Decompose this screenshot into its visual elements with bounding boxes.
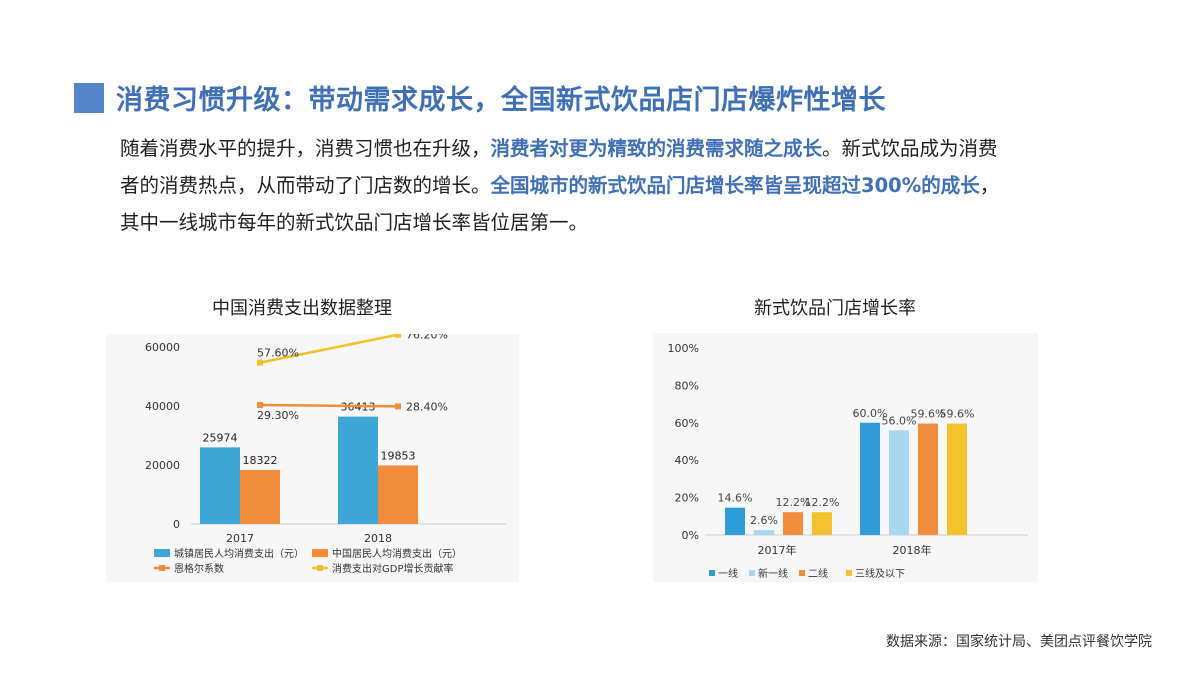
legend-label: 新一线 (758, 567, 788, 580)
bar-1-0 (754, 530, 774, 535)
bar-0-0 (200, 447, 240, 524)
bar-3-1 (947, 423, 967, 535)
bar-1-0 (240, 469, 280, 524)
page-title: 消费习惯升级：带动需求成长，全国新式饮品店门店爆炸性增长 (116, 85, 886, 116)
data-source: 数据来源：国家统计局、美团点评餐饮学院 (886, 634, 1152, 650)
legend-swatch-3 (846, 570, 852, 576)
paragraph-text: 者的消费热点，从而带动了门店数的增长。 (120, 174, 491, 197)
legend-swatch-1 (749, 570, 755, 576)
bar-value-label: 2.6% (750, 514, 778, 527)
x-tick-label: 2018 (364, 532, 392, 545)
bar-value-label: 60.0% (853, 407, 888, 420)
x-tick-label: 2017 (226, 532, 254, 545)
legend-label: 二线 (808, 567, 828, 580)
line-value-label: 76.20% (406, 334, 448, 342)
bar-value-label: 19853 (381, 449, 416, 462)
bar-0-1 (338, 416, 378, 524)
legend-swatch-1 (312, 549, 328, 557)
line-point (257, 359, 263, 366)
store-growth-chart: 0% 20% 40% 60% 80% 100% 14.6% 2.6% 12.2%12.2% 201… (668, 342, 1028, 580)
bar-value-label: 59.6% (911, 408, 946, 421)
bar-value-label: 12.2% (776, 496, 811, 509)
x-tick-label: 2017年 (758, 543, 797, 557)
legend-label: 恩格尔系数 (174, 562, 224, 575)
y-tick-label: 40000 (145, 400, 180, 413)
chart-2-panel: 0% 20% 40% 60% 80% 100% 14.6% 2.6% 12.2% 12.2% 201… (653, 333, 1038, 582)
paragraph-text: 随着消费水平的提升，消费习惯也在升级， (120, 137, 491, 160)
legend-label: 消费支出对GDP增长贡献率 (332, 562, 453, 575)
consumption-chart: 0200004000060000259741832220173641319853… (145, 329, 506, 575)
title-square-icon (74, 82, 104, 113)
line-point (395, 331, 401, 338)
legend-label: 三线及以下 (855, 567, 905, 580)
y-tick-label: 80% (675, 379, 699, 392)
chart-1-title: 中国消费支出数据整理 (212, 298, 392, 319)
paragraph-highlight: 全国城市的新式饮品门店增长率皆呈现超过300%的成长 (490, 174, 980, 197)
bar-0-1 (860, 422, 880, 535)
y-tick-label: 20000 (145, 459, 180, 472)
chart-2-title: 新式饮品门店增长率 (754, 298, 916, 319)
line-series-0 (259, 403, 399, 408)
y-tick-label: 40% (675, 454, 699, 467)
line-series-1 (259, 333, 399, 364)
y-tick-label: 100% (668, 342, 699, 355)
paragraph-line-2: 者的消费热点，从而带动了门店数的增长。全国城市的新式饮品门店增长率皆呈现超过30… (120, 167, 1160, 204)
bar-value-label: 25974 (203, 431, 238, 444)
legend-swatch-0 (154, 549, 170, 557)
bar-3-0 (812, 512, 832, 535)
legend-label: 中国居民人均消费支出（元） (332, 547, 462, 560)
chart-1-panel: 0 20000 40000 60000 25974 18322 2017 36413 19853… (106, 329, 519, 582)
bar-value-label: 56.0% (882, 414, 917, 427)
y-tick-label: 0% (682, 529, 699, 542)
y-tick-label: 20% (675, 492, 699, 505)
bar-value-label: 18322 (243, 454, 278, 467)
intro-paragraph: 随着消费水平的提升，消费习惯也在升级，消费者对更为精致的消费需求随之成长。新式饮… (120, 130, 1160, 241)
legend-marker-3 (317, 565, 323, 571)
y-tick-label: 60% (675, 417, 699, 430)
bar-2-0 (783, 512, 803, 535)
bar-0-0 (725, 507, 745, 535)
page-header: 消费习惯升级：带动需求成长，全国新式饮品店门店爆炸性增长 (74, 78, 886, 117)
y-tick-label: 60000 (145, 341, 180, 354)
bar-1-1 (889, 430, 909, 535)
bar-2-1 (918, 423, 938, 535)
legend-marker-2 (159, 565, 165, 571)
bar-value-label: 59.6% (940, 408, 975, 421)
bar-value-label: 12.2% (805, 496, 840, 509)
line-point (257, 402, 263, 409)
legend-label: 城镇居民人均消费支出（元） (174, 547, 304, 560)
line-point (395, 403, 401, 410)
paragraph-highlight: 消费者对更为精致的消费需求随之成长 (490, 137, 823, 160)
line-value-label: 29.30% (257, 409, 299, 422)
paragraph-text: ， (979, 174, 1000, 197)
line-value-label: 28.40% (406, 400, 448, 413)
paragraph-text: 其中一线城市每年的新式饮品门店增长率皆位居第一。 (120, 211, 589, 234)
legend-swatch-2 (799, 570, 805, 576)
paragraph-line-1: 随着消费水平的提升，消费习惯也在升级，消费者对更为精致的消费需求随之成长。新式饮… (120, 130, 1160, 167)
legend-swatch-0 (709, 570, 715, 576)
paragraph-text: 。新式饮品成为消费 (822, 137, 998, 160)
bar-value-label: 14.6% (718, 492, 753, 505)
paragraph-line-3: 其中一线城市每年的新式饮品门店增长率皆位居第一。 (120, 204, 1160, 241)
line-value-label: 57.60% (257, 347, 299, 360)
legend-label: 一线 (718, 567, 738, 580)
x-tick-label: 2018年 (893, 543, 932, 557)
y-tick-label: 0 (173, 518, 180, 531)
bar-1-1 (378, 465, 418, 524)
